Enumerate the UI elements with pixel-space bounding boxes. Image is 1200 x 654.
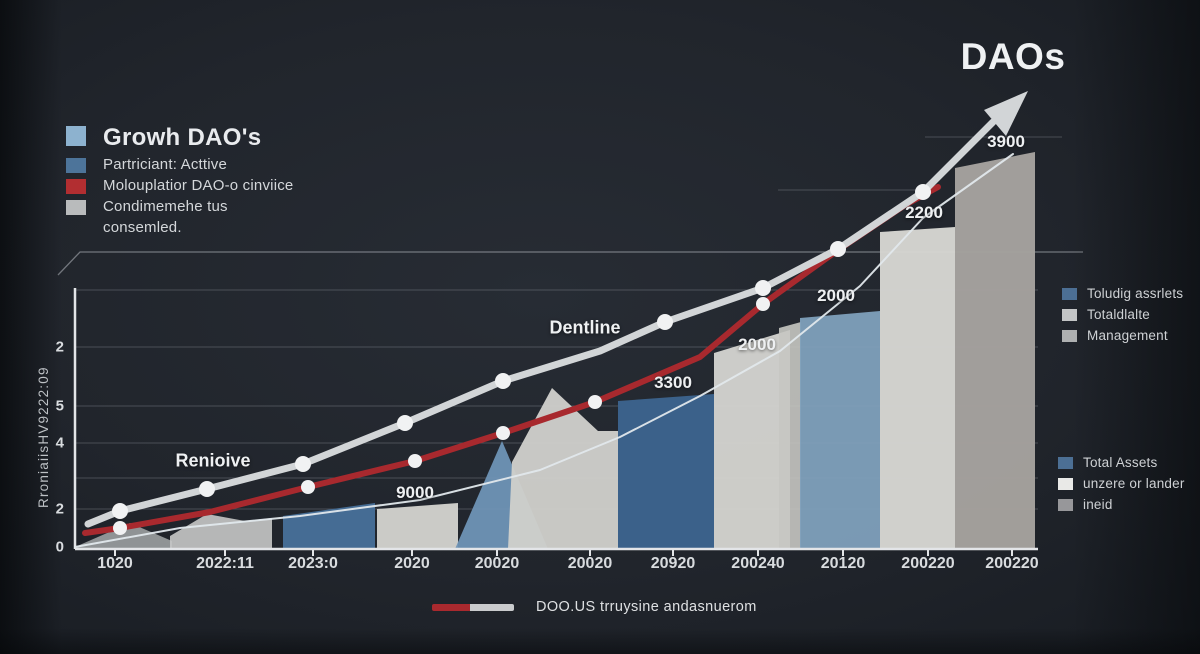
marker-dot-red-line <box>756 297 770 311</box>
marker-dot-red-line <box>113 521 127 535</box>
legend-swatch-icon <box>66 179 86 194</box>
legend-row: unzere or lander <box>1058 476 1185 491</box>
legend-main-row: Growh DAO's <box>66 124 293 152</box>
legend-main-title: Growh DAO's <box>103 124 262 151</box>
marker-dot-gray-line <box>755 280 771 296</box>
legend-row: Total Assets <box>1058 455 1185 470</box>
annotation-label: 2000 <box>817 286 855 305</box>
annotation-label: 9000 <box>396 483 434 502</box>
trend-line-swatch <box>432 603 514 611</box>
marker-dot-red-line <box>496 426 510 440</box>
y-tick-label: 0 <box>55 538 64 556</box>
legend-row: ineid <box>1058 497 1185 512</box>
legend-main-row: consemled. <box>66 219 293 236</box>
legend-label: Management <box>1087 328 1168 343</box>
decorative-border-line <box>57 251 1083 276</box>
x-tick-label: 1020 <box>97 555 133 572</box>
legend-row: Management <box>1062 328 1183 343</box>
annotation-label: 3900 <box>987 132 1025 151</box>
legend-label: Toludig assrlets <box>1087 286 1184 301</box>
annotation-label: Dentline <box>549 317 621 338</box>
legend-label: unzere or lander <box>1083 476 1185 491</box>
x-tick-label: 200220 <box>985 555 1039 572</box>
trend-line-swatch-segment <box>432 603 470 611</box>
bar-shape <box>880 227 955 549</box>
legend-swatch-icon <box>66 200 86 215</box>
y-tick-label: 4 <box>55 434 64 452</box>
legend-main-text: consemled. <box>103 219 182 236</box>
marker-dot-gray-line <box>495 373 511 389</box>
marker-dot-gray-line <box>112 503 128 519</box>
legend-swatch-icon <box>1062 308 1077 321</box>
trend-line-swatch-segment <box>470 603 514 611</box>
x-tick-label: 20020 <box>567 555 613 572</box>
marker-dot-gray-line <box>830 241 846 257</box>
marker-dot-gray-line <box>657 314 673 330</box>
legend-main-row: Partriciant: Acttive <box>66 156 293 173</box>
x-tick-label: 2022:11 <box>196 555 254 572</box>
legend-row: Totaldlalte <box>1062 307 1183 322</box>
legend-swatch-icon <box>1058 477 1073 490</box>
legend-main-text: Molouplatior DAO-o cinviice <box>103 177 294 194</box>
bar-shape <box>618 394 714 549</box>
legend-right-bottom: Total Assets unzere or lander ineid <box>1058 455 1185 518</box>
legend-bottom-label: DOO.US trruysine andasnuerom <box>536 599 757 615</box>
bar-shape <box>955 152 1035 549</box>
legend-main-text: Partriciant: Acttive <box>103 156 228 173</box>
legend-label: Total Assets <box>1083 455 1158 470</box>
trend-line-gray <box>84 118 997 528</box>
marker-dot-red-line <box>588 395 602 409</box>
x-tick-label: 20020 <box>474 555 520 572</box>
legend-swatch-icon <box>1062 287 1077 300</box>
legend-label: ineid <box>1083 497 1113 512</box>
page-title: DAOs <box>960 36 1066 77</box>
bar-shape <box>170 514 272 549</box>
annotation-label: 3300 <box>654 373 692 392</box>
x-tick-label: 200220 <box>901 555 955 572</box>
bar-shape <box>800 311 880 549</box>
annotation-label: 2000 <box>738 335 776 354</box>
marker-dot-gray-line <box>199 481 215 497</box>
x-tick-label: 2020 <box>394 555 430 572</box>
marker-dot-gray-line <box>295 456 311 472</box>
legend-swatch-icon <box>66 126 86 146</box>
x-tick-label: 2023:0 <box>288 555 338 572</box>
bar-shape <box>377 503 458 549</box>
annotation-label: 2200 <box>905 203 943 222</box>
x-tick-label: 20120 <box>820 555 866 572</box>
legend-main-row: Condimemehe tus <box>66 198 293 215</box>
legend-right-top: Toludig assrlets Totaldlalte Management <box>1062 286 1183 349</box>
y-tick-label: 5 <box>55 397 64 415</box>
y-tick-label: 2 <box>55 338 64 356</box>
legend-swatch-icon <box>1058 456 1073 469</box>
thin-curve-line <box>74 153 1014 548</box>
legend-swatch-icon <box>66 158 86 173</box>
bar-shape <box>779 322 801 549</box>
annotation-label: Renioive <box>175 450 251 471</box>
x-tick-label: 200240 <box>731 555 785 572</box>
marker-dot-gray-line <box>397 415 413 431</box>
bar-shape <box>714 330 790 549</box>
marker-dot-red-line <box>301 480 315 494</box>
legend-main-row: Molouplatior DAO-o cinviice <box>66 177 293 194</box>
y-tick-label: 2 <box>55 500 64 518</box>
legend-bottom: DOO.US trruysine andasnuerom <box>432 599 757 615</box>
legend-main: Growh DAO's Partriciant: Acttive Molouplat… <box>66 124 293 240</box>
x-tick-label: 20920 <box>650 555 696 572</box>
arrowhead-icon <box>984 91 1028 136</box>
legend-main-text: Condimemehe tus <box>103 198 228 215</box>
bar-shape <box>508 388 640 549</box>
bar-shape <box>283 503 375 549</box>
legend-label: Totaldlalte <box>1087 307 1150 322</box>
marker-dot-red-line <box>408 454 422 468</box>
legend-row: Toludig assrlets <box>1062 286 1183 301</box>
legend-swatch-icon <box>1058 498 1073 511</box>
marker-dot-gray-line <box>915 184 931 200</box>
legend-swatch-icon <box>1062 329 1077 342</box>
